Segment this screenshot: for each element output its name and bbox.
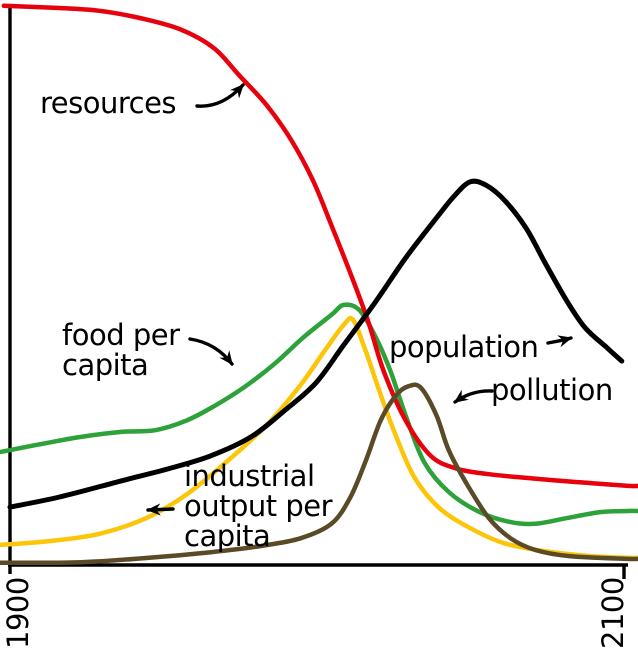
pollution-arrow xyxy=(453,389,494,404)
x-tick-2100: 2100 xyxy=(596,577,630,649)
series-line-population xyxy=(7,178,625,510)
industrial-label-line2: output per xyxy=(184,489,333,523)
population-label: population xyxy=(389,330,539,364)
x-tick-1900: 1900 xyxy=(1,577,35,649)
series-line-pollution xyxy=(0,382,638,566)
series-line-resources xyxy=(1,3,638,489)
pollution-label: pollution xyxy=(491,373,613,407)
industrial-output-arrow xyxy=(146,503,175,516)
industrial-label-line1: industrial xyxy=(184,459,315,493)
food-label-line1: food per xyxy=(62,318,180,352)
food-per-capita-label: food per capita xyxy=(62,320,180,380)
resources-arrow xyxy=(195,83,245,108)
population-arrow xyxy=(546,335,573,348)
industrial-output-label: industrial output per capita xyxy=(184,459,333,553)
annotation-arrows xyxy=(146,83,573,516)
series-line-food-per-capita xyxy=(0,302,638,527)
food-per-capita-arrow xyxy=(188,337,234,366)
industrial-label-line3: capita xyxy=(184,519,271,553)
resources-label: resources xyxy=(40,86,177,120)
food-label-line2: capita xyxy=(62,348,149,382)
